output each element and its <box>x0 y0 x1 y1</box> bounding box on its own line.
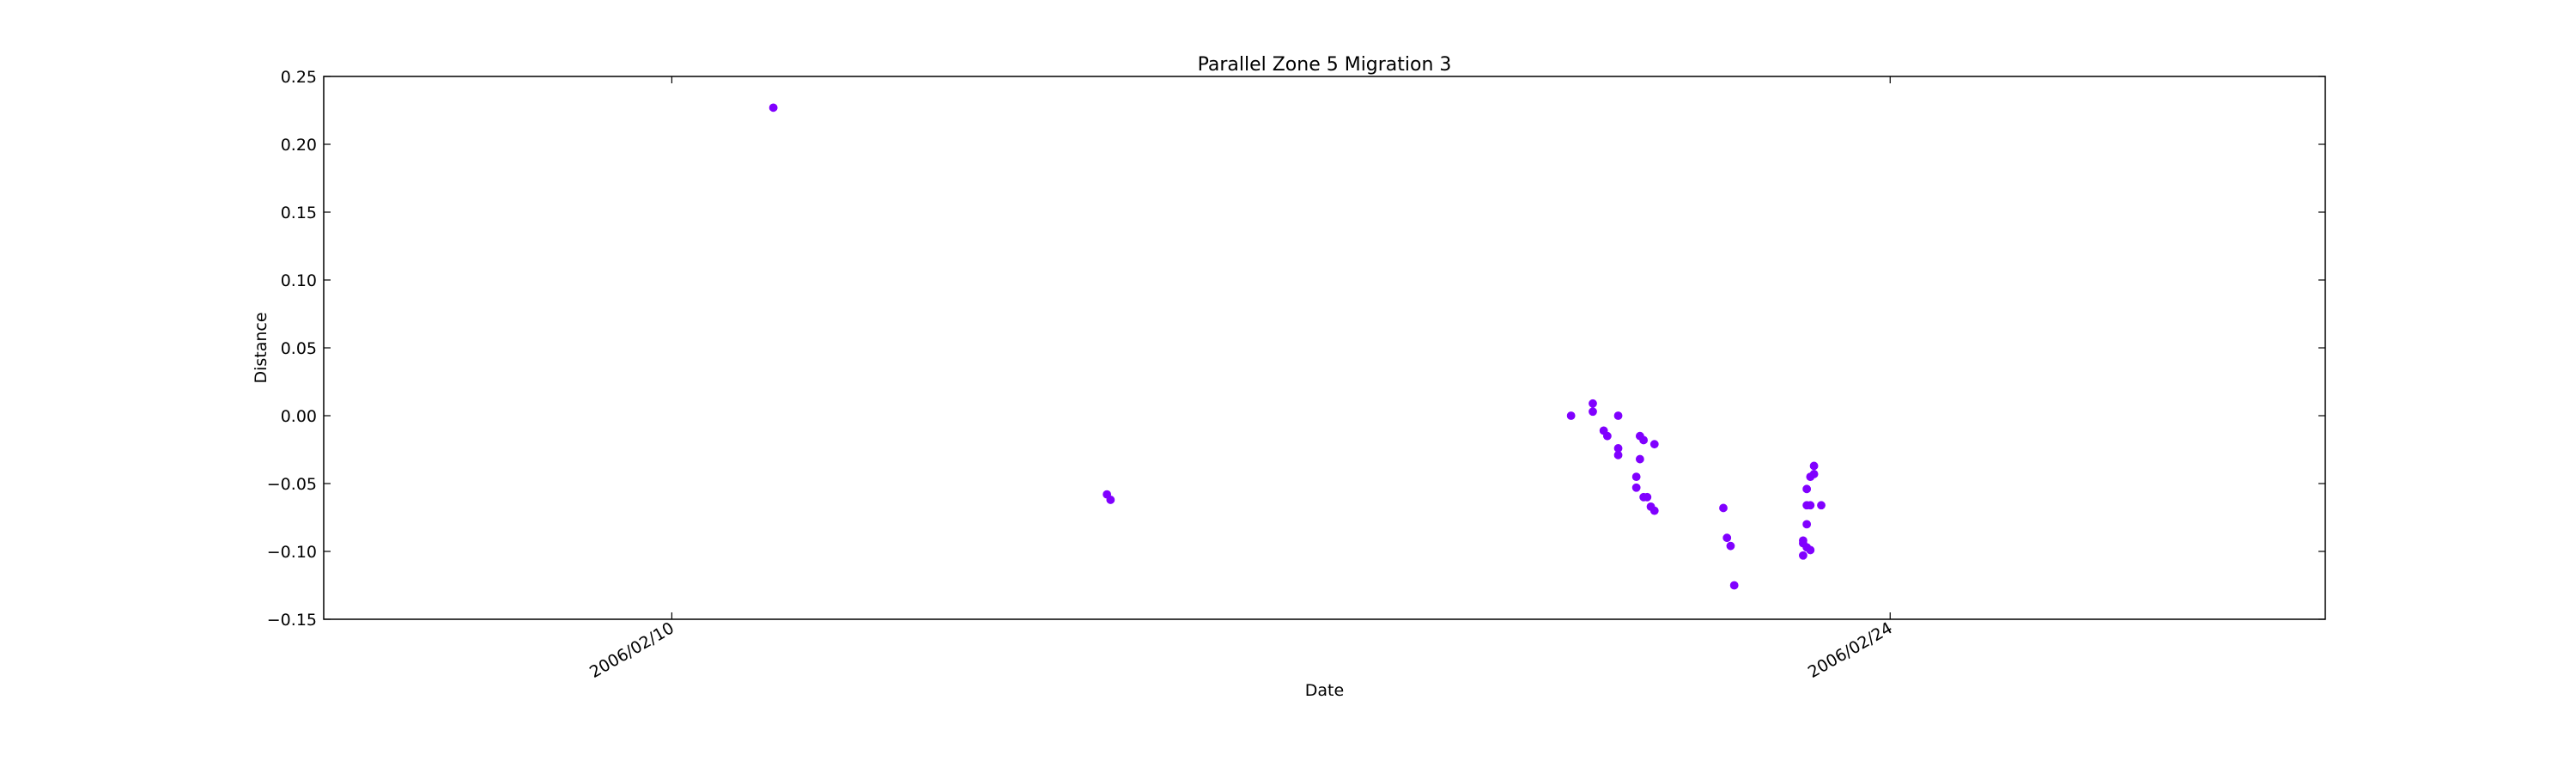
data-point <box>1817 501 1826 510</box>
y-tick-label: −0.15 <box>267 611 317 630</box>
data-point <box>1602 431 1612 441</box>
y-tick-label: 0.25 <box>281 68 317 87</box>
data-point <box>1631 472 1641 481</box>
data-point <box>769 103 778 113</box>
data-point <box>1631 483 1641 492</box>
data-point <box>1106 496 1115 504</box>
data-point <box>1613 450 1623 460</box>
data-point <box>1806 501 1815 510</box>
data-point <box>1809 461 1819 471</box>
data-point <box>1589 399 1597 408</box>
data-point <box>1802 484 1812 494</box>
x-tick-label: 2006/02/10 <box>586 618 677 682</box>
y-tick-label: 0.20 <box>281 136 317 155</box>
y-tick-label: −0.05 <box>267 475 317 494</box>
data-point <box>1613 411 1623 420</box>
plot-area <box>323 76 2326 620</box>
data-point <box>1806 545 1815 555</box>
y-tick-label: 0.00 <box>281 407 317 426</box>
data-point <box>1719 503 1728 513</box>
y-tick-label: 0.05 <box>281 339 317 358</box>
data-point <box>1589 407 1597 417</box>
data-point <box>1566 411 1576 420</box>
data-point <box>1799 551 1807 560</box>
data-point <box>1799 536 1807 545</box>
data-point <box>1726 541 1735 551</box>
data-point <box>1809 470 1819 478</box>
data-point <box>1649 440 1659 449</box>
data-point <box>1802 520 1812 529</box>
chart-title: Parallel Zone 5 Migration 3 <box>1198 54 1452 76</box>
data-point <box>1722 533 1732 543</box>
data-points <box>769 103 1826 590</box>
y-axis-label: Distance <box>252 312 270 383</box>
y-tick-label: 0.10 <box>281 271 317 290</box>
y-tick-label: 0.15 <box>281 204 317 222</box>
data-point <box>1649 506 1659 515</box>
data-point <box>1635 454 1644 464</box>
y-tick-label: −0.10 <box>267 543 317 562</box>
data-point <box>1643 492 1652 502</box>
plot-frame <box>323 76 2326 620</box>
x-axis-label: Date <box>1305 681 1344 700</box>
data-point <box>1729 581 1739 590</box>
x-tick-label: 2006/02/24 <box>1805 618 1896 682</box>
data-point <box>1639 435 1649 445</box>
